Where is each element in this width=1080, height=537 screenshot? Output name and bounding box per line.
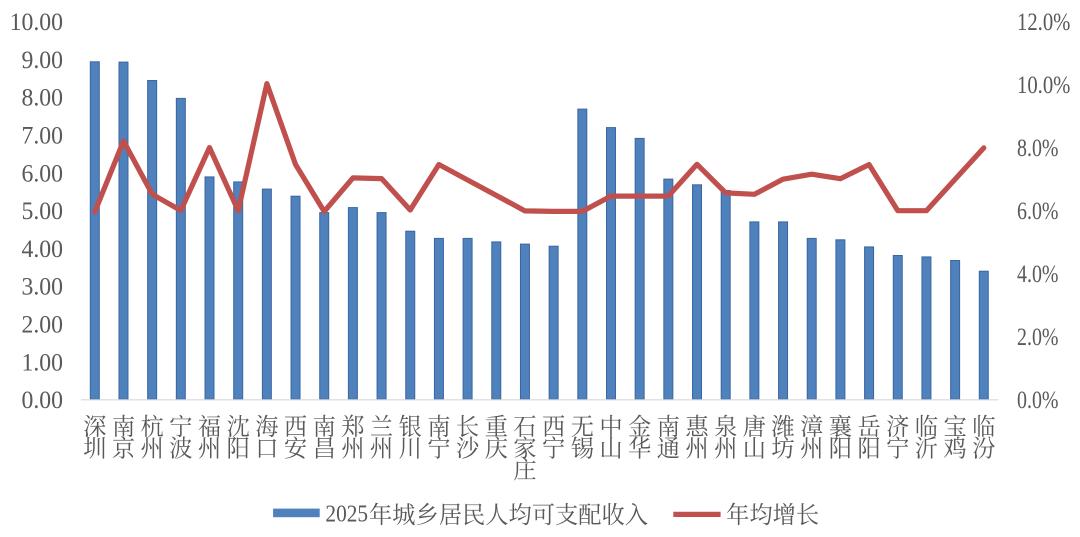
svg-text:2.0%: 2.0% <box>1017 324 1059 351</box>
svg-text:9.00: 9.00 <box>22 47 64 74</box>
svg-text:1.00: 1.00 <box>22 349 64 376</box>
svg-text:6.0%: 6.0% <box>1017 198 1059 225</box>
svg-text:3.00: 3.00 <box>22 274 64 301</box>
svg-text:2025: 2025 <box>325 502 368 528</box>
svg-text:0.0%: 0.0% <box>1017 387 1059 414</box>
svg-text:6.00: 6.00 <box>22 160 64 187</box>
svg-text:12.0%: 12.0% <box>1017 9 1070 36</box>
svg-text:0.00: 0.00 <box>22 387 64 414</box>
svg-text:8.00: 8.00 <box>22 85 64 112</box>
svg-text:10.0%: 10.0% <box>1017 72 1070 99</box>
svg-text:4.0%: 4.0% <box>1017 261 1059 288</box>
svg-text:7.00: 7.00 <box>22 123 64 150</box>
svg-text:2.00: 2.00 <box>22 312 64 339</box>
svg-text:8.0%: 8.0% <box>1017 135 1059 162</box>
svg-text:5.00: 5.00 <box>22 198 64 225</box>
svg-text:4.00: 4.00 <box>22 236 64 263</box>
svg-text:10.00: 10.00 <box>10 9 63 36</box>
